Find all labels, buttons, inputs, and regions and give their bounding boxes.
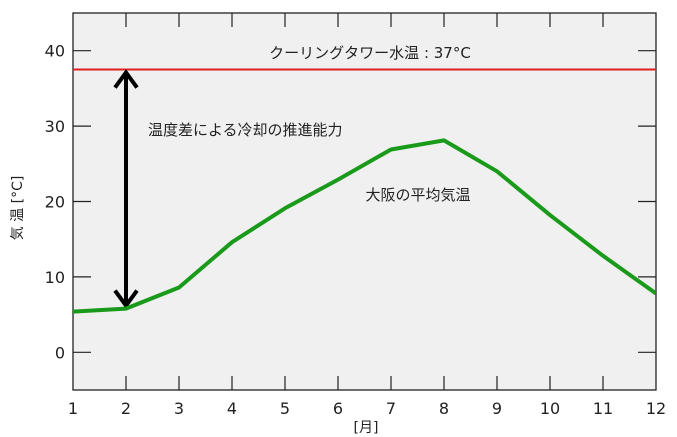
arrow-head-down — [113, 289, 139, 309]
arrow-label: 温度差による冷却の推進能力 — [148, 121, 343, 139]
x-axis-label: [月] — [354, 420, 379, 436]
y-tick-label: 30 — [45, 117, 65, 136]
plot-area — [72, 12, 657, 391]
x-tick-label: 2 — [121, 399, 131, 418]
x-tick-label: 9 — [492, 399, 502, 418]
temperature-difference-arrow — [113, 69, 139, 309]
x-axis-ticks: 1 2 3 4 5 6 7 8 9 10 11 12 — [68, 13, 666, 418]
x-tick-label: 5 — [280, 399, 290, 418]
x-tick-label: 11 — [593, 399, 613, 418]
y-tick-label: 20 — [45, 193, 65, 212]
reference-line-label: クーリングタワー水温 : 37°C — [269, 44, 471, 62]
x-tick-label: 12 — [646, 399, 666, 418]
y-axis-label: 気 温 [°C] — [10, 176, 26, 241]
y-tick-label: 40 — [45, 42, 65, 61]
arrow-head-up — [113, 69, 139, 89]
series-label: 大阪の平均気温 — [365, 186, 470, 204]
x-tick-label: 8 — [439, 399, 449, 418]
x-tick-label: 1 — [68, 399, 78, 418]
x-tick-label: 7 — [386, 399, 396, 418]
series-line — [73, 138, 656, 314]
x-tick-label: 3 — [174, 399, 184, 418]
x-tick-label: 4 — [227, 399, 237, 418]
x-tick-label: 10 — [540, 399, 560, 418]
x-tick-label: 6 — [333, 399, 343, 418]
y-tick-label: 10 — [45, 268, 65, 287]
y-axis-ticks: 0 10 20 30 40 — [45, 42, 656, 362]
y-tick-label: 0 — [55, 343, 65, 362]
